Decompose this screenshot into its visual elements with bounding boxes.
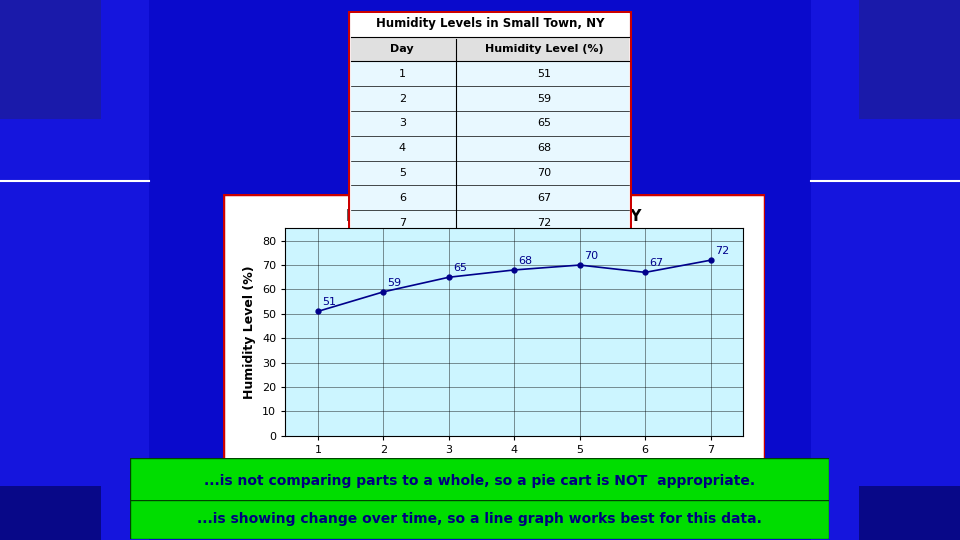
Text: 65: 65 — [537, 118, 551, 129]
Bar — [351, 185, 629, 210]
Bar — [0, 486, 101, 540]
Text: Humidity Level (%): Humidity Level (%) — [485, 44, 603, 54]
Text: 72: 72 — [715, 246, 729, 256]
Text: 70: 70 — [584, 251, 598, 261]
FancyBboxPatch shape — [223, 194, 765, 467]
Text: Humidity Levels in Small Town, NY: Humidity Levels in Small Town, NY — [375, 17, 605, 30]
Bar — [351, 37, 629, 62]
Bar — [351, 210, 629, 235]
Bar — [351, 136, 629, 160]
Bar — [351, 160, 629, 185]
Text: 70: 70 — [537, 168, 551, 178]
Text: 7: 7 — [398, 218, 406, 227]
Text: 51: 51 — [537, 69, 551, 79]
Bar — [351, 62, 629, 86]
Text: Day: Day — [391, 44, 414, 54]
Text: 5: 5 — [398, 168, 406, 178]
Text: 6: 6 — [398, 193, 406, 202]
Text: 3: 3 — [398, 118, 406, 129]
Text: 59: 59 — [388, 278, 401, 288]
Bar — [351, 111, 629, 136]
Text: 67: 67 — [649, 258, 663, 268]
Text: 59: 59 — [537, 93, 551, 104]
FancyBboxPatch shape — [348, 11, 632, 235]
Bar — [859, 486, 960, 540]
FancyBboxPatch shape — [130, 458, 829, 503]
Text: 68: 68 — [537, 143, 551, 153]
Bar — [351, 13, 629, 37]
Text: 4: 4 — [398, 143, 406, 153]
Text: 68: 68 — [518, 256, 533, 266]
Bar — [0, 0, 101, 119]
Bar — [811, 0, 960, 540]
Text: 51: 51 — [322, 297, 336, 307]
Text: ...is showing change over time, so a line graph works best for this data.: ...is showing change over time, so a lin… — [197, 512, 762, 526]
Y-axis label: Humidity Level (%): Humidity Level (%) — [244, 265, 256, 399]
FancyBboxPatch shape — [130, 500, 829, 539]
Bar — [0, 0, 149, 540]
Text: 1: 1 — [398, 69, 406, 79]
Text: 2: 2 — [398, 93, 406, 104]
Text: ...is not comparing parts to a whole, so a pie cart is NOT  appropriate.: ...is not comparing parts to a whole, so… — [204, 474, 756, 488]
Text: 72: 72 — [537, 218, 551, 227]
Text: 65: 65 — [453, 263, 467, 273]
X-axis label: Day: Day — [501, 460, 527, 474]
Bar — [351, 86, 629, 111]
Text: Humidity Levels in Small Town, NY: Humidity Levels in Small Town, NY — [347, 210, 641, 225]
Bar — [859, 0, 960, 119]
Text: 67: 67 — [537, 193, 551, 202]
